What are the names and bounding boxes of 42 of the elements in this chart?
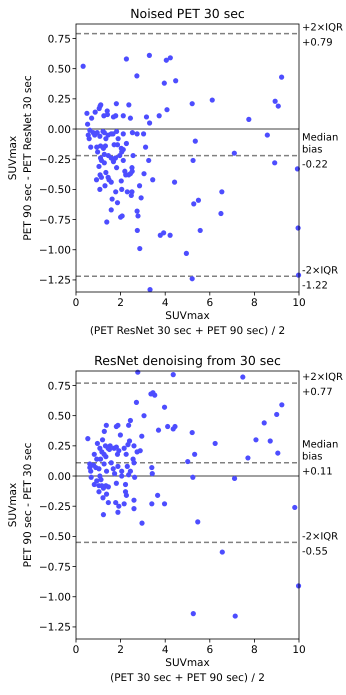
y-tick-label: −0.75 <box>38 214 71 226</box>
y-tick-label: −0.75 <box>38 561 71 574</box>
y-tick-label: −1.00 <box>38 244 71 257</box>
y-tick-label: 0.75 <box>48 380 71 392</box>
x-tick-label: 2 <box>117 644 124 656</box>
ref-line-label: Median bias -0.22 <box>302 132 338 171</box>
y-tick-label: −0.50 <box>38 184 71 196</box>
y-tick-label: −0.25 <box>38 501 71 514</box>
y-tick-label: −0.50 <box>38 531 71 544</box>
x-axis-title: SUVmax (PET ResNet 30 sec + PET 90 sec) / 2 <box>90 310 286 337</box>
y-tick-label: −1.00 <box>38 592 71 604</box>
ref-line-label: +2×IQR +0.77 <box>302 372 343 398</box>
y-tick-label: −1.25 <box>38 274 71 287</box>
x-tick-label: 4 <box>162 644 169 656</box>
chart-title: Noised PET 30 sec <box>130 6 245 21</box>
y-tick-label: 0.25 <box>48 94 71 106</box>
y-axis-title: SUVmax PET 90 sec - PET 30 sec <box>7 442 34 568</box>
chart-title: ResNet denoising from 30 sec <box>94 353 281 368</box>
x-tick-label: 10 <box>292 297 306 309</box>
x-tick-label: 4 <box>162 297 169 309</box>
ref-line-label: -2×IQR -1.22 <box>302 265 338 292</box>
x-tick-label: 2 <box>117 297 124 309</box>
y-tick-label: 0.75 <box>48 33 71 46</box>
y-tick-label: −1.25 <box>38 622 71 634</box>
x-tick-label: 8 <box>251 297 258 309</box>
y-tick-label: 0.50 <box>48 63 71 76</box>
x-tick-label: 6 <box>206 297 214 309</box>
ref-line-label: +2×IQR +0.79 <box>302 22 343 49</box>
ref-line-label: -2×IQR -0.55 <box>302 531 338 558</box>
ref-line-label: Median bias +0.11 <box>302 440 338 478</box>
x-tick-label: 10 <box>292 644 306 656</box>
y-tick-label: −0.25 <box>38 154 71 166</box>
x-tick-label: 6 <box>206 644 214 656</box>
y-tick-label: 0.25 <box>48 440 71 453</box>
x-tick-label: 0 <box>72 297 80 309</box>
y-tick-label: 0.00 <box>48 124 71 136</box>
y-tick-label: 0.00 <box>48 470 71 483</box>
x-tick-label: 0 <box>72 644 80 656</box>
x-axis-title: SUVmax (PET 30 sec + PET 90 sec) / 2 <box>110 657 265 684</box>
x-tick-label: 8 <box>251 644 258 656</box>
y-tick-label: 0.50 <box>48 410 71 422</box>
y-axis-title: SUVmax PET 90 sec - PET ResNet 30 sec <box>7 75 34 241</box>
